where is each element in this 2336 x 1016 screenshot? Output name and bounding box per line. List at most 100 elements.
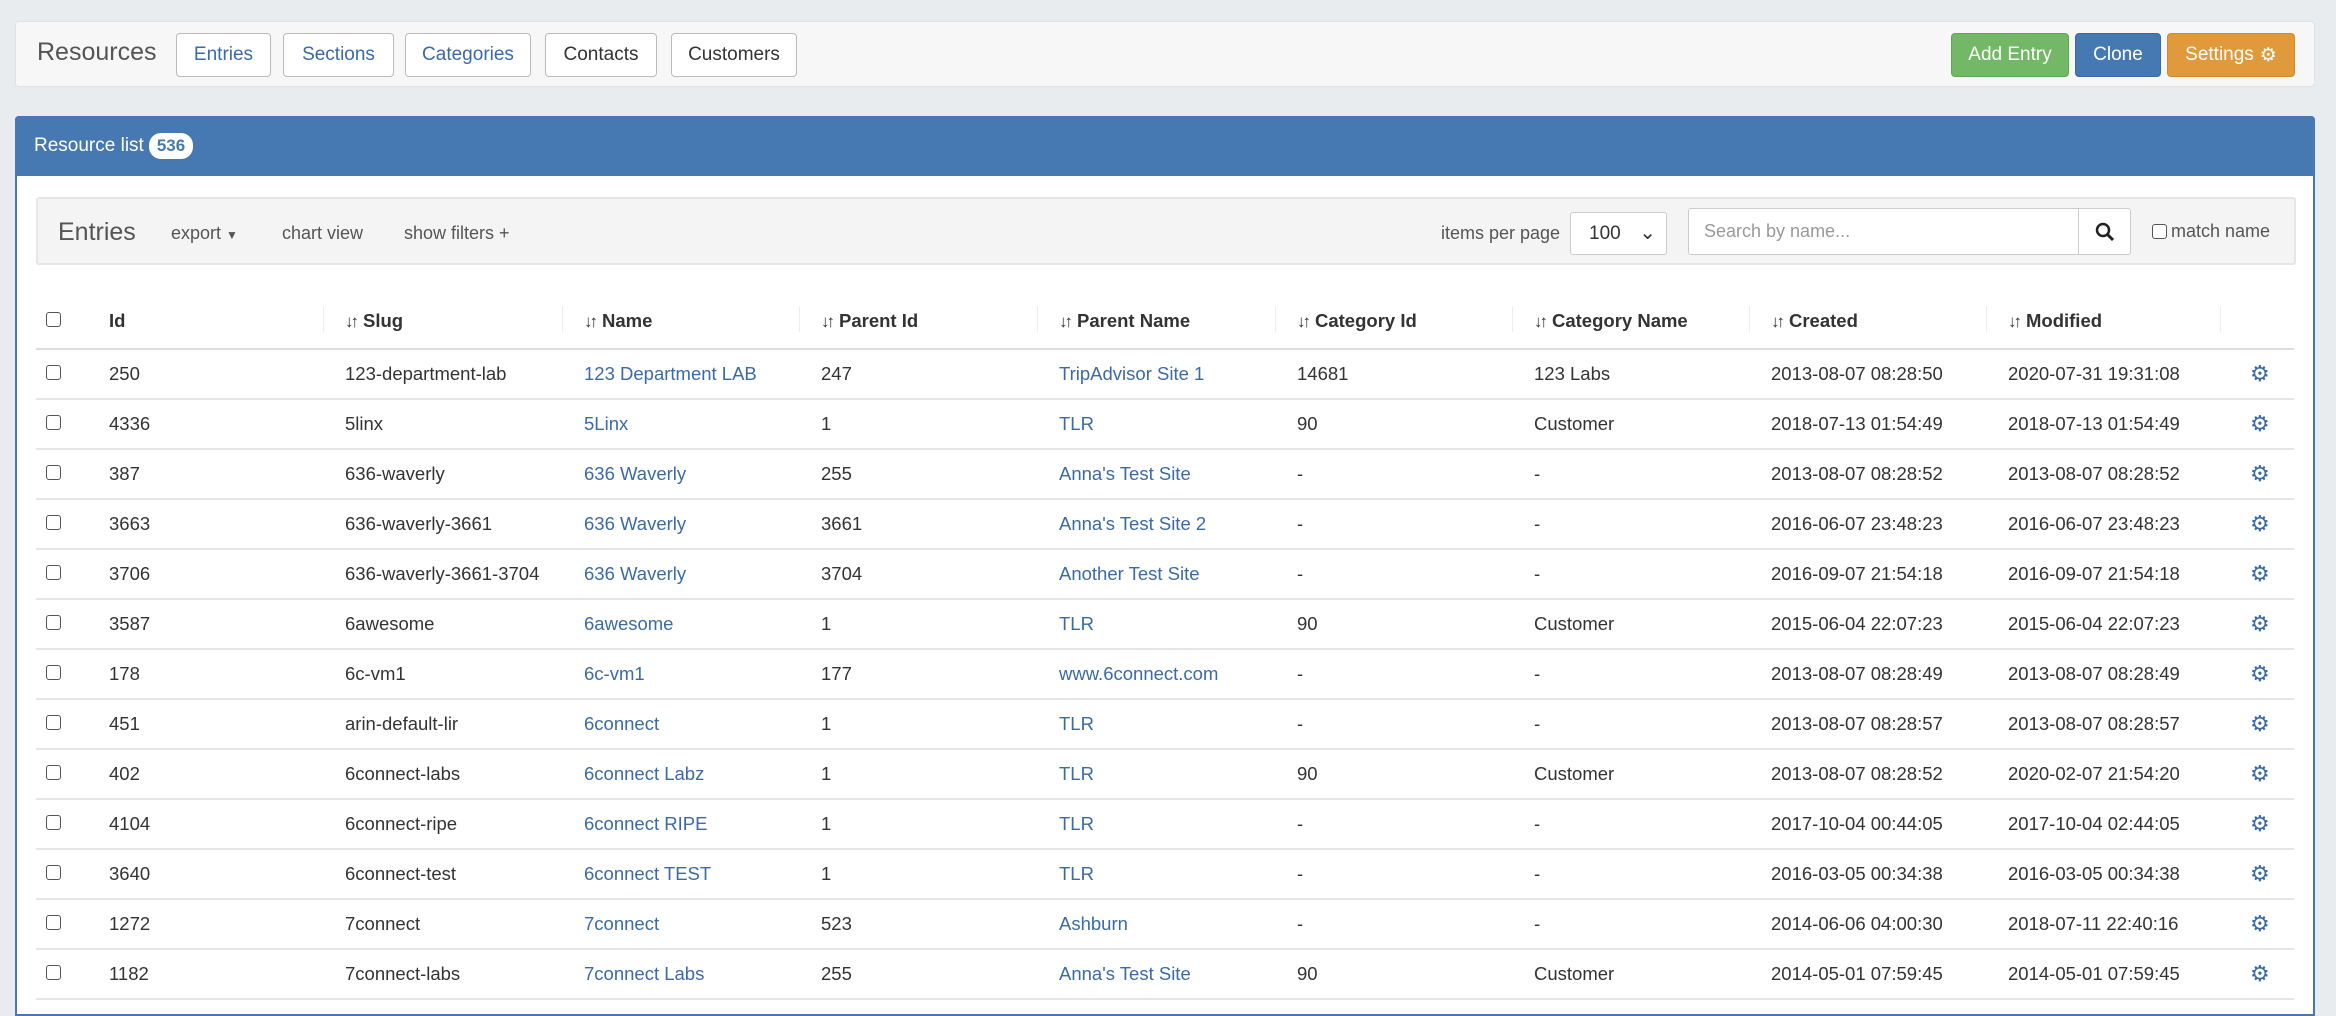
gear-icon[interactable]: ⚙ — [2250, 811, 2270, 836]
row-actions-cell: ⚙ — [2220, 349, 2294, 400]
cell-modified: 2020-07-31 19:31:08 — [1986, 349, 2220, 400]
nav-categories-button[interactable]: Categories — [405, 33, 531, 77]
gear-icon[interactable]: ⚙ — [2250, 411, 2270, 436]
gear-icon[interactable]: ⚙ — [2250, 711, 2270, 736]
gear-icon[interactable]: ⚙ — [2250, 961, 2270, 986]
gear-icon[interactable]: ⚙ — [2250, 361, 2270, 386]
row-checkbox[interactable] — [46, 665, 61, 680]
slug-value: 636-waverly — [345, 463, 445, 484]
name-link[interactable]: 636 Waverly — [584, 513, 687, 534]
gear-icon[interactable]: ⚙ — [2250, 561, 2270, 586]
name-link[interactable]: 123 Department LAB — [584, 363, 757, 384]
show-filters-link[interactable]: show filters + — [404, 223, 510, 243]
cell-slug: 6connect-test — [323, 849, 562, 900]
name-link[interactable]: 636 Waverly — [584, 463, 687, 484]
gear-icon[interactable]: ⚙ — [2250, 761, 2270, 786]
cell-parent-name: TLR — [1037, 399, 1275, 450]
cell-parent-id: 523 — [799, 899, 1037, 950]
name-link[interactable]: 6connect TEST — [584, 863, 712, 884]
parent-name-link[interactable]: TLR — [1059, 763, 1094, 784]
parent-name-link[interactable]: Ashburn — [1059, 913, 1128, 934]
row-checkbox[interactable] — [46, 465, 61, 480]
cell-category-name: - — [1512, 549, 1749, 600]
cell-category-id: 90 — [1275, 599, 1512, 650]
name-link[interactable]: 7connect — [584, 913, 660, 934]
nav-customers-button[interactable]: Customers — [671, 33, 797, 77]
name-link[interactable]: 6connect RIPE — [584, 813, 708, 834]
name-link[interactable]: 636 Waverly — [584, 563, 687, 584]
slug-value: 5linx — [345, 413, 384, 434]
nav-sections-button[interactable]: Sections — [283, 33, 394, 77]
row-checkbox[interactable] — [46, 615, 61, 630]
parent-name-link[interactable]: TLR — [1059, 613, 1094, 634]
row-actions-cell: ⚙ — [2220, 749, 2294, 800]
parent-name-link[interactable]: www.6connect.com — [1059, 663, 1219, 684]
cell-category-name: Customer — [1512, 949, 1749, 1000]
items-per-page-label: items per page — [1441, 223, 1561, 243]
row-checkbox[interactable] — [46, 365, 61, 380]
row-checkbox[interactable] — [46, 565, 61, 580]
column-header-name[interactable]: ↓↑ Name — [562, 294, 799, 350]
gear-icon[interactable]: ⚙ — [2250, 461, 2270, 486]
row-checkbox[interactable] — [46, 765, 61, 780]
name-link[interactable]: 7connect Labs — [584, 963, 705, 984]
parent-name-link[interactable]: TLR — [1059, 713, 1094, 734]
row-checkbox[interactable] — [46, 865, 61, 880]
parent-id-value: 255 — [821, 463, 852, 484]
created-value: 2013-08-07 08:28:52 — [1771, 763, 1943, 784]
cell-slug: 636-waverly-3661 — [323, 499, 562, 550]
search-input[interactable] — [1689, 209, 2079, 254]
cell-id: 3706 — [95, 549, 323, 600]
name-link[interactable]: 6c-vm1 — [584, 663, 645, 684]
parent-name-link[interactable]: TLR — [1059, 413, 1094, 434]
slug-value: 7connect-labs — [345, 963, 461, 984]
add-entry-button[interactable]: Add Entry — [1951, 33, 2069, 77]
parent-name-link[interactable]: Anna's Test Site 2 — [1059, 513, 1207, 534]
search-button[interactable] — [2078, 209, 2130, 254]
clone-button[interactable]: Clone — [2075, 33, 2161, 77]
row-checkbox[interactable] — [46, 715, 61, 730]
parent-name-link[interactable]: Anna's Test Site — [1059, 963, 1191, 984]
column-header-parent-id[interactable]: ↓↑ Parent Id — [799, 294, 1037, 350]
export-dropdown[interactable]: export ▼ — [171, 223, 238, 244]
nav-contacts-button[interactable]: Contacts — [545, 33, 657, 77]
column-header-created[interactable]: ↓↑ Created — [1749, 294, 1986, 350]
match-name-checkbox[interactable]: match name — [2152, 221, 2270, 242]
settings-button[interactable]: Settings ⚙ — [2167, 33, 2295, 77]
row-checkbox[interactable] — [46, 965, 61, 980]
column-header-modified[interactable]: ↓↑ Modified — [1986, 294, 2220, 350]
gear-icon[interactable]: ⚙ — [2250, 661, 2270, 686]
checkbox[interactable] — [2152, 224, 2167, 239]
column-header-slug[interactable]: ↓↑ Slug — [323, 294, 562, 350]
gear-icon[interactable]: ⚙ — [2250, 861, 2270, 886]
column-header-parent-name[interactable]: ↓↑ Parent Name — [1037, 294, 1275, 350]
parent-name-link[interactable]: TLR — [1059, 813, 1094, 834]
select-all-checkbox[interactable] — [46, 312, 61, 327]
column-header-category-id[interactable]: ↓↑ Category Id — [1275, 294, 1512, 350]
gear-icon[interactable]: ⚙ — [2250, 511, 2270, 536]
row-checkbox[interactable] — [46, 915, 61, 930]
column-header-id[interactable]: Id — [95, 294, 323, 350]
slug-value: 6connect-ripe — [345, 813, 458, 834]
row-checkbox[interactable] — [46, 515, 61, 530]
row-checkbox[interactable] — [46, 415, 61, 430]
items-per-page-select[interactable]: 100 ⌄ — [1570, 212, 1667, 255]
cell-slug: 7connect — [323, 899, 562, 950]
column-header-category-name[interactable]: ↓↑ Category Name — [1512, 294, 1749, 350]
parent-name-link[interactable]: TLR — [1059, 863, 1094, 884]
modified-value: 2020-02-07 21:54:20 — [2008, 763, 2180, 784]
row-actions-cell: ⚙ — [2220, 399, 2294, 450]
name-link[interactable]: 6connect — [584, 713, 660, 734]
created-value: 2016-09-07 21:54:18 — [1771, 563, 1943, 584]
parent-name-link[interactable]: TripAdvisor Site 1 — [1059, 363, 1205, 384]
gear-icon[interactable]: ⚙ — [2250, 911, 2270, 936]
row-checkbox[interactable] — [46, 815, 61, 830]
nav-entries-button[interactable]: Entries — [176, 33, 271, 77]
chart-view-link[interactable]: chart view — [282, 223, 364, 243]
gear-icon[interactable]: ⚙ — [2250, 611, 2270, 636]
parent-name-link[interactable]: Anna's Test Site — [1059, 463, 1191, 484]
name-link[interactable]: 6awesome — [584, 613, 674, 634]
name-link[interactable]: 6connect Labz — [584, 763, 705, 784]
parent-name-link[interactable]: Another Test Site — [1059, 563, 1200, 584]
name-link[interactable]: 5Linx — [584, 413, 629, 434]
